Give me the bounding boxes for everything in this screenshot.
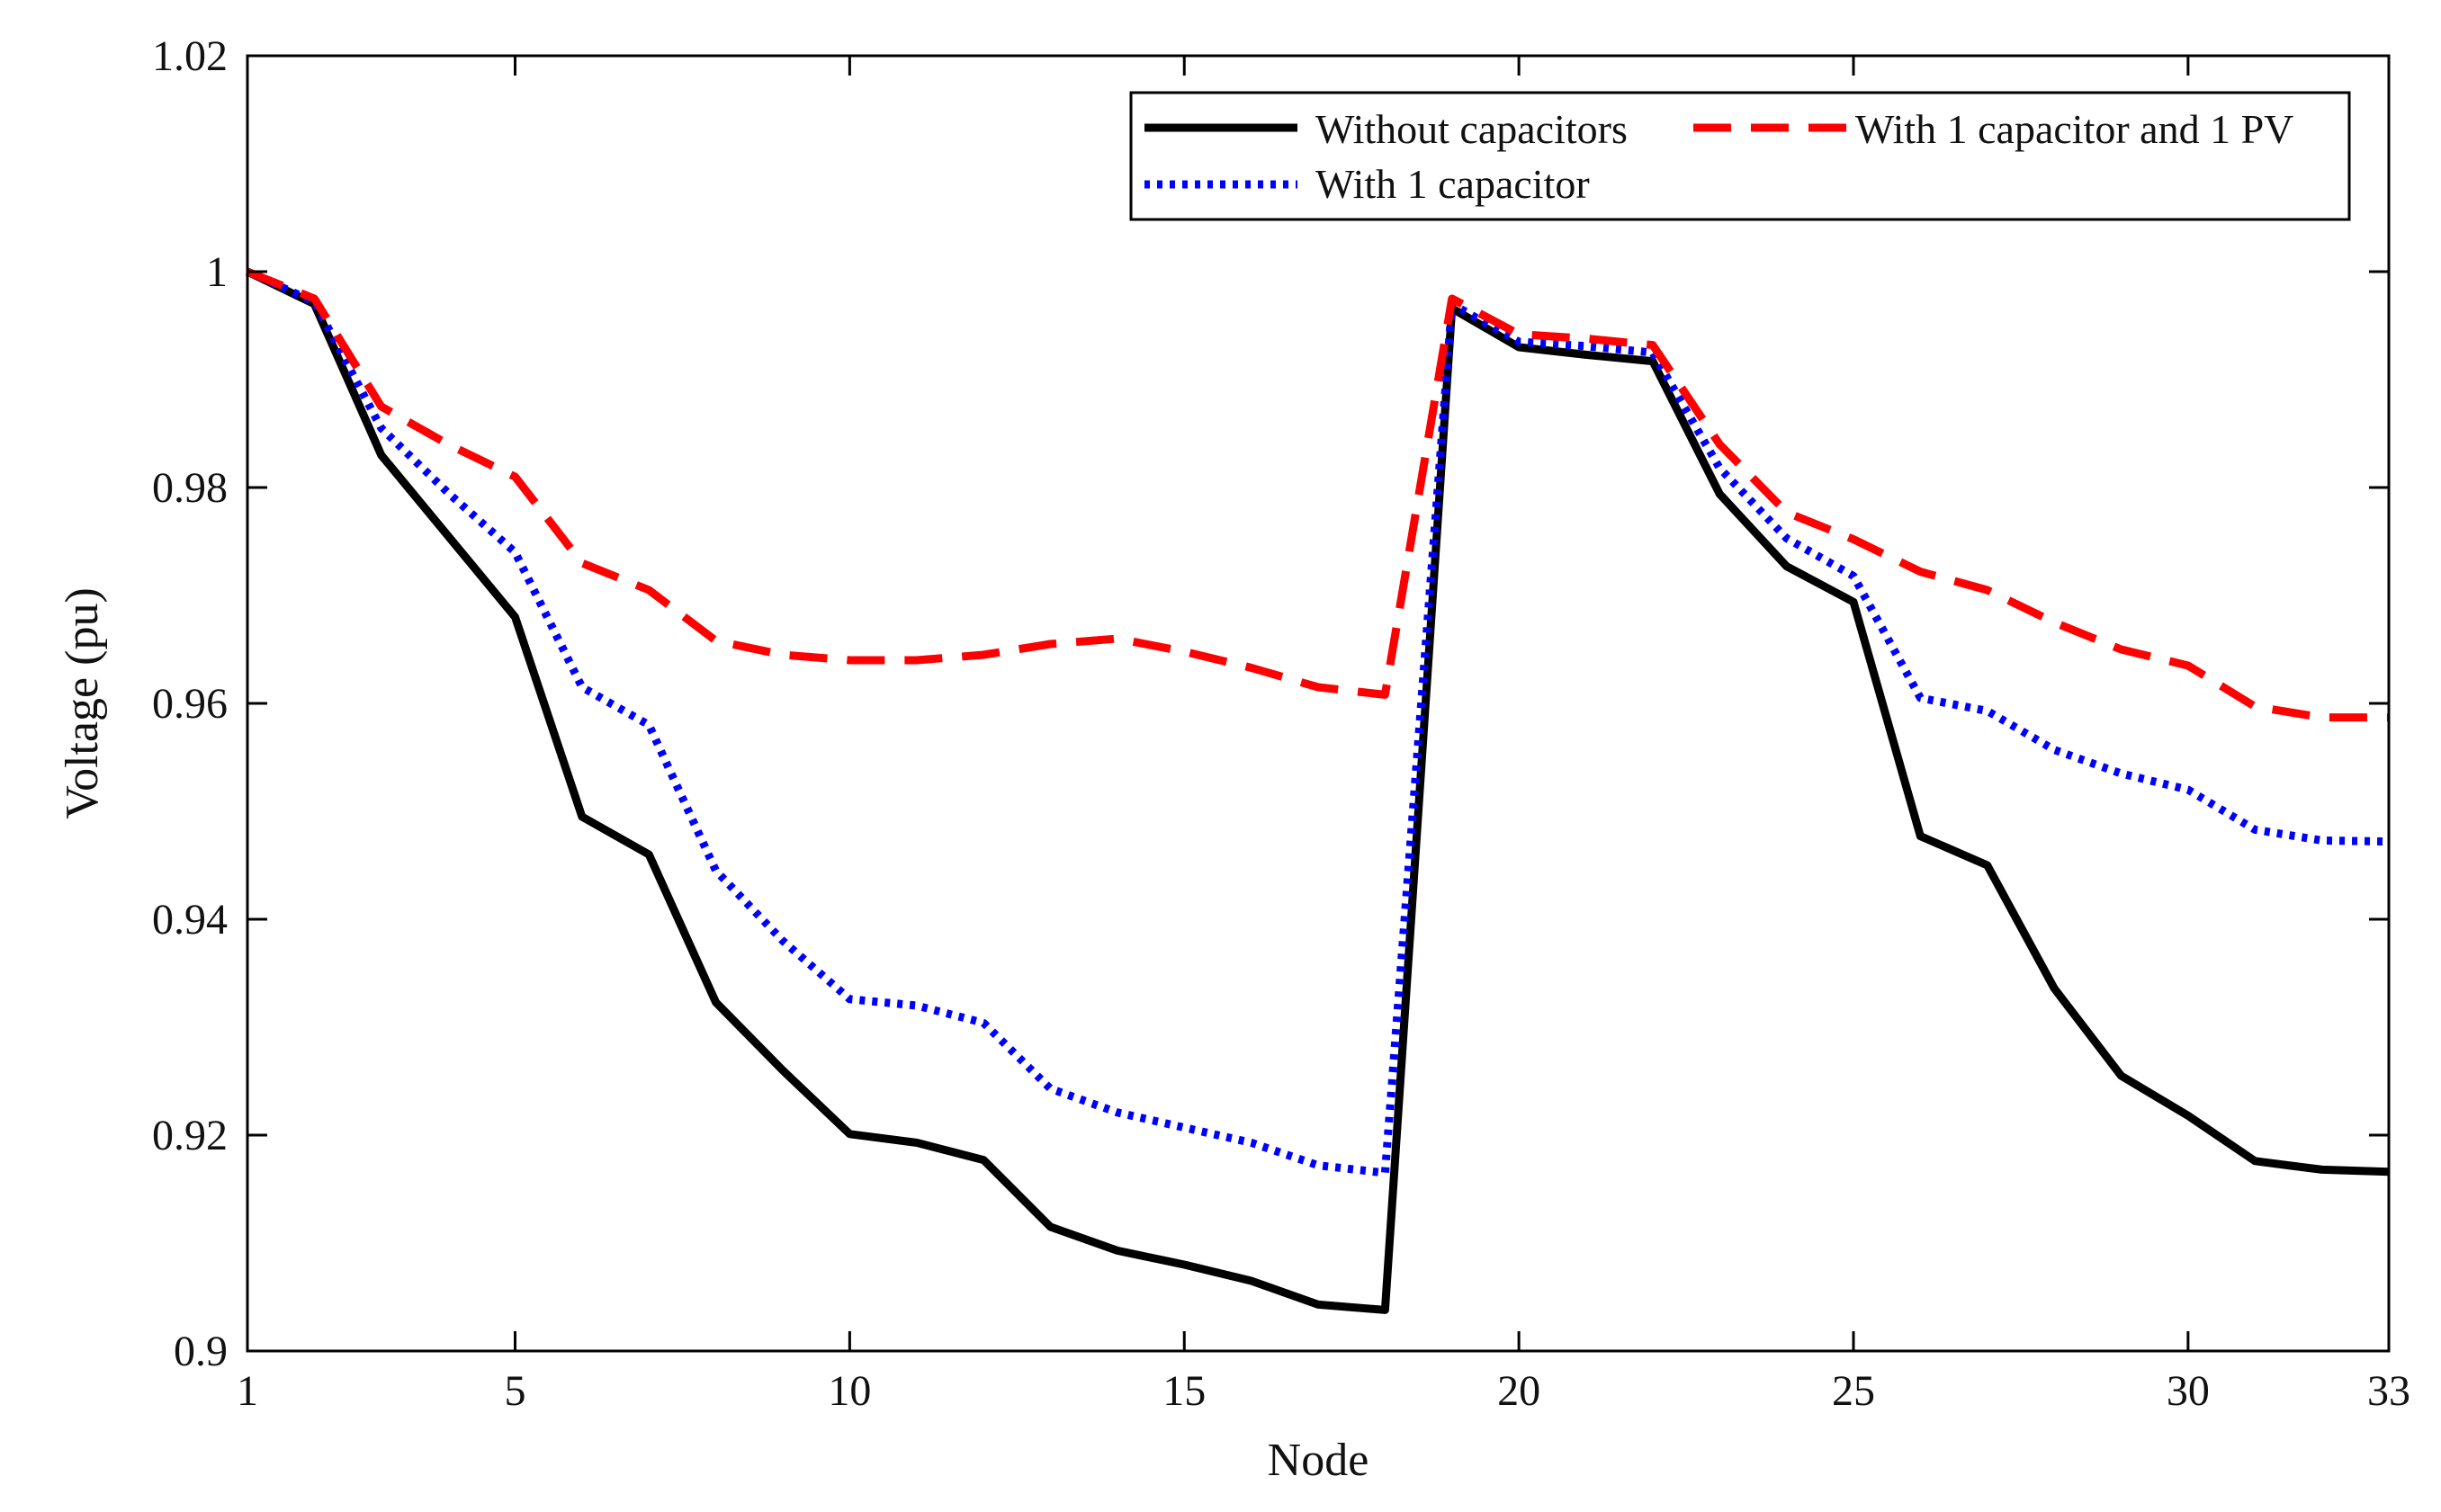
legend: Without capacitors With 1 capacitor and …: [1129, 91, 2351, 221]
series-line-without-capacitors: [246, 267, 2390, 1314]
y-tick-label: 0.96: [152, 680, 228, 728]
legend-label-with-1-capacitor: With 1 capacitor: [1315, 161, 1590, 207]
x-tick-label: 1: [237, 1367, 258, 1415]
series-line-with-1-capacitor-and-1-pv: [246, 267, 2389, 722]
x-tick-label: 30: [2167, 1367, 2210, 1415]
y-tick-label: 0.94: [152, 896, 228, 944]
y-axis-title: Voltage (pu): [57, 587, 108, 819]
x-tick-label: 25: [1832, 1367, 1875, 1415]
x-tick-label: 15: [1162, 1367, 1206, 1415]
legend-label-without-capacitors: Without capacitors: [1315, 106, 1628, 152]
x-tick-label: 5: [505, 1367, 526, 1415]
x-axis-title: Node: [1268, 1435, 1369, 1486]
x-tick-label: 20: [1497, 1367, 1540, 1415]
x-tick-label: 33: [2367, 1367, 2410, 1415]
y-tick-label: 0.9: [174, 1328, 228, 1375]
legend-box: [1129, 91, 2351, 221]
y-tick-label: 1: [206, 248, 228, 296]
y-tick-label: 1.02: [152, 32, 228, 80]
series-layer: [246, 267, 2390, 1314]
y-tick-label: 0.98: [152, 464, 228, 512]
legend-label-with-1-capacitor-and-1-pv: With 1 capacitor and 1 PV: [1855, 106, 2293, 152]
y-tick-label: 0.92: [152, 1112, 228, 1159]
x-tick-label: 10: [828, 1367, 871, 1415]
